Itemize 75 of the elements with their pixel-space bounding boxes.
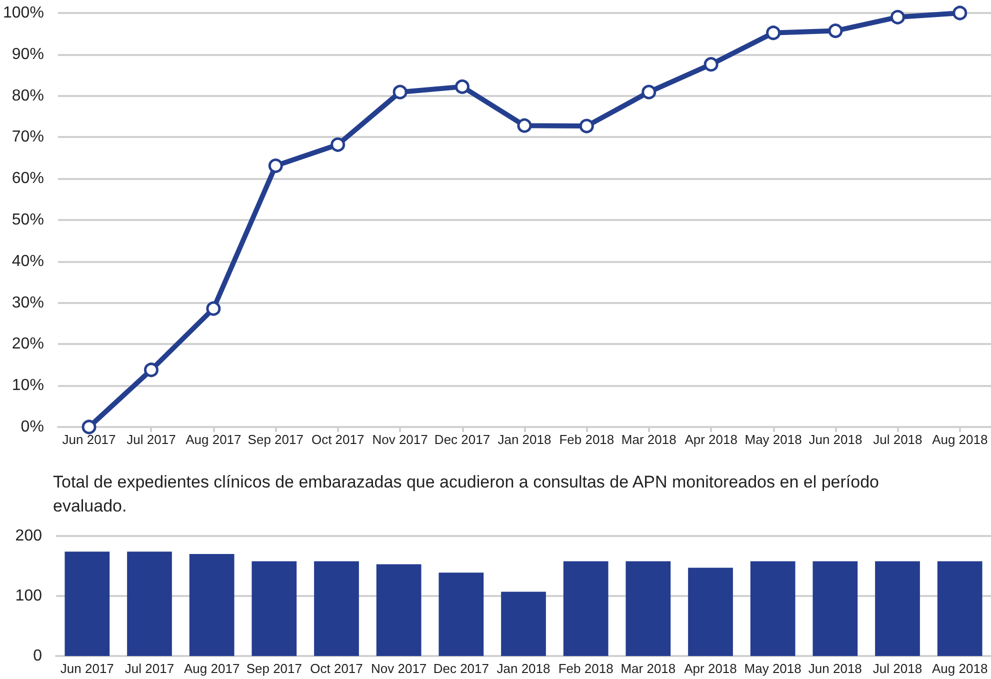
x-tick-label: Jan 2018 <box>496 661 550 676</box>
y-tick-label: 0% <box>20 418 44 436</box>
bar <box>501 592 546 656</box>
point <box>268 158 283 174</box>
x-tick-label: Dec 2017 <box>433 661 489 676</box>
point <box>392 84 408 100</box>
y-tick-label: 20% <box>12 336 44 353</box>
y-tick-label: 70% <box>12 128 44 146</box>
x-tick-label: Nov 2017 <box>372 432 428 447</box>
x-tick-label: Jul 2018 <box>872 661 922 676</box>
x-tick-label: Jul 2018 <box>873 432 922 447</box>
point <box>330 137 346 152</box>
y-tick-label: 200 <box>15 528 42 544</box>
point <box>952 6 968 20</box>
x-tick-label: Aug 2018 <box>932 432 988 447</box>
x-tick-label: Dec 2017 <box>434 432 490 447</box>
x-tick-label: Oct 2017 <box>310 661 363 676</box>
x-tick-label: Aug 2017 <box>186 432 242 447</box>
x-tick-label: Sep 2017 <box>248 432 304 447</box>
x-tick-label: Oct 2017 <box>311 432 364 447</box>
point <box>579 118 594 134</box>
x-tick-label: Feb 2018 <box>559 432 614 447</box>
point <box>82 420 96 434</box>
point <box>455 79 470 94</box>
x-tick-label: May 2018 <box>744 432 802 447</box>
bar <box>189 554 234 656</box>
bar <box>937 561 982 656</box>
point <box>517 118 532 133</box>
point <box>642 84 656 100</box>
x-tick-label: Jun 2018 <box>808 432 862 447</box>
y-tick-label: 90% <box>12 46 44 63</box>
x-tick-label: Aug 2017 <box>184 661 240 676</box>
point <box>890 10 905 24</box>
x-tick-label: Sep 2017 <box>246 661 302 676</box>
y-tick-label: 40% <box>12 252 44 270</box>
bar <box>438 572 484 656</box>
bar <box>563 561 608 656</box>
bar <box>127 552 172 656</box>
x-tick-label: Jan 2018 <box>498 432 552 447</box>
x-tick-label: Jun 2017 <box>60 661 114 676</box>
x-tick-label: Jul 2017 <box>124 661 174 676</box>
y-tick-label: 60% <box>12 170 44 188</box>
chart-title: Total de expedientes clínicos de embarazadas que acudieron a consultas de APN monitoreados en el período evaluado. <box>53 472 884 516</box>
bar <box>376 564 422 656</box>
bar <box>252 561 297 656</box>
bar <box>626 561 671 656</box>
bar <box>314 561 359 656</box>
point <box>704 57 718 72</box>
x-tick-label: Jun 2018 <box>808 661 862 676</box>
x-tick-label: Mar 2018 <box>620 661 676 676</box>
point <box>766 26 781 40</box>
y-tick-label: 30% <box>12 294 44 312</box>
bar <box>750 561 796 656</box>
y-tick-label: 100% <box>3 4 44 22</box>
x-tick-label: Jun 2017 <box>62 432 116 447</box>
x-tick-label: May 2018 <box>744 661 802 676</box>
x-tick-label: Nov 2017 <box>371 661 427 676</box>
y-tick-label: 100 <box>15 588 42 604</box>
bar <box>875 561 920 656</box>
y-tick-label: 10% <box>12 377 44 394</box>
point <box>144 362 158 378</box>
bar <box>64 552 110 656</box>
x-tick-label: Feb 2018 <box>558 661 614 676</box>
y-tick-label: 80% <box>12 87 44 104</box>
x-tick-label: Apr 2018 <box>684 432 738 447</box>
y-tick-label: 50% <box>12 212 44 228</box>
bar <box>812 561 858 656</box>
x-tick-label: Aug 2018 <box>932 661 988 676</box>
y-tick-label: 0 <box>33 648 42 664</box>
point <box>828 24 843 38</box>
x-tick-label: Apr 2018 <box>684 661 737 676</box>
x-tick-label: Mar 2018 <box>621 432 676 447</box>
point <box>206 301 221 316</box>
bar <box>688 568 733 656</box>
x-tick-label: Jul 2017 <box>126 432 176 447</box>
